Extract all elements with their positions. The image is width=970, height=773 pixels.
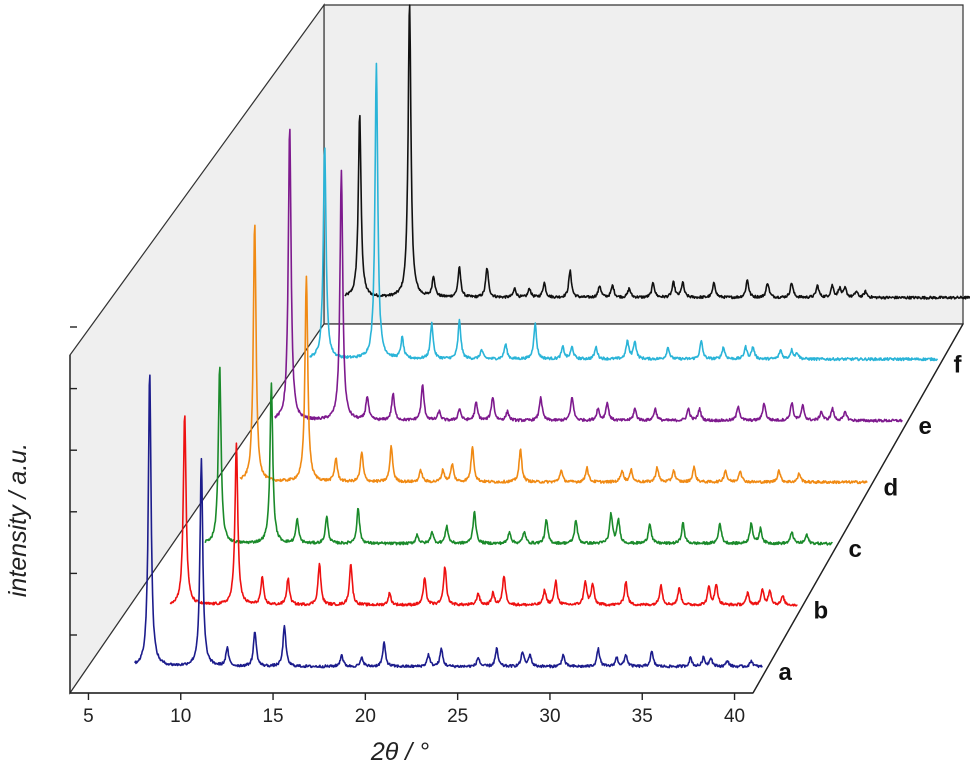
series-layer xyxy=(134,4,970,669)
series-line-a xyxy=(134,374,763,669)
series-line-d xyxy=(239,224,868,485)
series-label-a: a xyxy=(779,659,793,686)
x-tick-label: 15 xyxy=(262,706,283,727)
x-tick-label: 10 xyxy=(170,706,191,727)
x-tick-label: 40 xyxy=(724,706,745,727)
series-line-c xyxy=(204,366,833,546)
series-label-f: f xyxy=(954,352,963,379)
series-label-d: d xyxy=(884,475,899,502)
series-label-e: e xyxy=(919,413,932,440)
series-line-g xyxy=(344,4,970,300)
series-line-f xyxy=(309,62,939,362)
depth-axis-line xyxy=(752,323,964,694)
back-wall xyxy=(323,4,964,325)
series-line-b xyxy=(169,415,798,607)
series-line-e xyxy=(274,128,903,423)
x-tick-label: 25 xyxy=(447,706,468,727)
x-axis-title: 2θ / ° xyxy=(370,738,429,766)
x-tick-label: 35 xyxy=(632,706,653,727)
y-axis-ticks xyxy=(70,326,77,636)
x-tick-label: 30 xyxy=(539,706,560,727)
series-label-b: b xyxy=(814,598,829,625)
x-tick-label: 20 xyxy=(355,706,376,727)
x-tick-label: 5 xyxy=(83,706,94,727)
series-labels: gfedcba xyxy=(779,352,963,687)
y-axis-title: intensity / a.u. xyxy=(4,443,32,597)
series-label-c: c xyxy=(849,536,862,563)
x-axis-ticks: 5 10 15 20 25 30 35 40 xyxy=(83,693,745,727)
